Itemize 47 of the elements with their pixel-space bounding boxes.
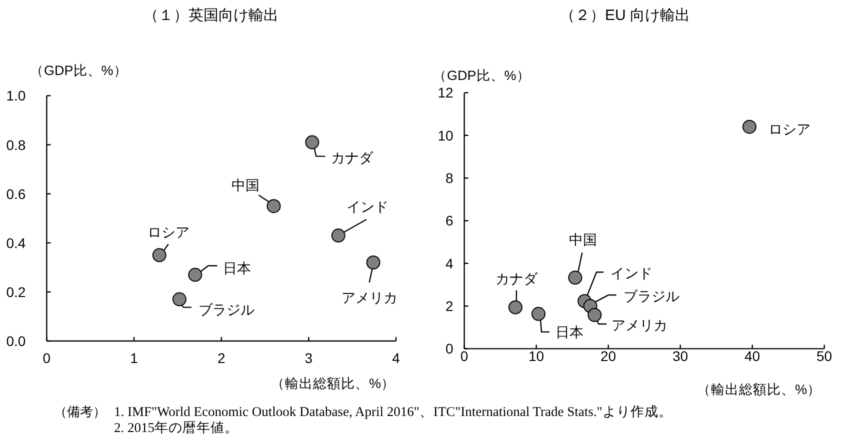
point-label: カナダ — [331, 149, 374, 166]
point-label: ロシア — [147, 224, 190, 240]
note: （備考） — [54, 404, 106, 418]
point-label: ブラジル — [198, 301, 254, 318]
point-label: インド — [346, 198, 388, 215]
note: 2. 2015年の暦年値。 — [114, 420, 238, 434]
point-label: 日本 — [555, 324, 584, 340]
xtick-label: 20 — [600, 348, 616, 364]
ytick-label: 0.2 — [6, 284, 26, 300]
xtick-label: 10 — [528, 348, 544, 364]
xtick-label: 4 — [392, 350, 400, 366]
point-label: アメリカ — [341, 290, 398, 306]
xtick-label: 0 — [42, 350, 51, 366]
point-label: インド — [610, 265, 653, 282]
ylabel: （GDP比、%） — [433, 68, 530, 82]
ytick-label: 12 — [438, 84, 454, 101]
ylabel: （GDP比、%） — [30, 62, 128, 78]
point-label: 中国 — [232, 177, 260, 194]
ytick-label: 0.6 — [6, 186, 26, 202]
xtick-label: 2 — [217, 350, 226, 366]
point-label: カナダ — [495, 270, 538, 286]
xtick-label: 3 — [304, 350, 313, 366]
ytick-label: 2 — [446, 298, 454, 314]
point-label: アメリカ — [612, 317, 668, 333]
point-label: ロシア — [768, 120, 810, 137]
ytick-label: 1.0 — [6, 88, 26, 104]
ytick-label: 4 — [446, 255, 454, 272]
ytick-label: 0.0 — [6, 333, 26, 349]
point-label: 日本 — [223, 260, 252, 276]
note: 1. IMF"World Economic Outlook Database, April 2016"、ITC"International Trade Stats."より作成。 — [114, 404, 672, 418]
xtick-label: 1 — [130, 350, 138, 366]
title: （１）英国向け輸出 — [144, 6, 278, 24]
xlabel: （輸出総額比、%） — [270, 376, 395, 390]
xtick-label: 0 — [460, 348, 468, 364]
ytick-label: 8 — [446, 170, 454, 186]
xtick-label: 30 — [672, 348, 688, 364]
title: （２）EU 向け輸出 — [560, 6, 690, 24]
xtick-label: 50 — [816, 348, 832, 364]
point-label: ブラジル — [623, 288, 680, 304]
ytick-label: 6 — [446, 212, 454, 229]
ytick-label: 0 — [446, 340, 454, 357]
xlabel: （輸出総額比、%） — [696, 382, 821, 396]
xtick-label: 40 — [744, 348, 760, 364]
ytick-label: 0.4 — [6, 234, 26, 251]
ytick-label: 0.8 — [6, 136, 26, 153]
point-label: 中国 — [569, 232, 598, 248]
ytick-label: 10 — [438, 127, 454, 144]
